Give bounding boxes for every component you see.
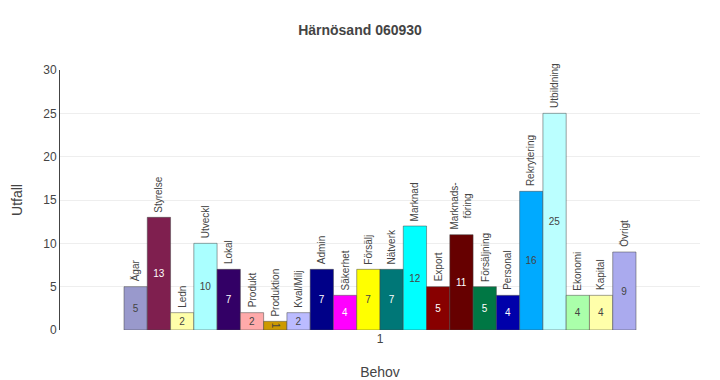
svg-text:Behov: Behov <box>360 364 400 380</box>
svg-text:4: 4 <box>575 307 581 318</box>
svg-text:7: 7 <box>226 294 232 305</box>
svg-text:Personal: Personal <box>502 250 513 289</box>
svg-text:Export: Export <box>433 252 444 281</box>
svg-text:Produktion: Produktion <box>270 269 281 317</box>
svg-text:20: 20 <box>43 150 57 164</box>
svg-text:Övrigt: Övrigt <box>619 220 630 247</box>
svg-text:5: 5 <box>482 303 488 314</box>
svg-text:13: 13 <box>153 268 165 279</box>
svg-text:7: 7 <box>365 294 371 305</box>
svg-text:30: 30 <box>43 63 57 77</box>
svg-text:Marknads-föring: Marknads-föring <box>449 182 473 229</box>
svg-text:1: 1 <box>377 332 384 346</box>
svg-text:4: 4 <box>505 307 511 318</box>
svg-text:7: 7 <box>319 294 325 305</box>
svg-text:1: 1 <box>270 323 281 329</box>
svg-text:5: 5 <box>50 280 57 294</box>
svg-text:5: 5 <box>133 303 139 314</box>
svg-text:Försäljning: Försäljning <box>480 233 491 282</box>
svg-text:Utbildning: Utbildning <box>549 63 560 107</box>
svg-text:Nätverk: Nätverk <box>386 229 397 264</box>
svg-text:10: 10 <box>43 237 57 251</box>
svg-text:2: 2 <box>179 316 185 327</box>
svg-text:9: 9 <box>621 286 627 297</box>
svg-text:4: 4 <box>342 307 348 318</box>
svg-text:Försälj: Försälj <box>363 235 374 265</box>
svg-text:Rekrytering: Rekrytering <box>525 135 536 186</box>
svg-text:Lokal: Lokal <box>223 240 234 264</box>
svg-text:Styrelse: Styrelse <box>153 176 164 213</box>
svg-text:Säkerhet: Säkerhet <box>340 250 351 290</box>
svg-text:7: 7 <box>389 294 395 305</box>
svg-text:Kapital: Kapital <box>595 259 606 290</box>
svg-text:11: 11 <box>456 277 467 288</box>
svg-text:16: 16 <box>525 255 537 266</box>
svg-text:Produkt: Produkt <box>247 272 258 307</box>
svg-text:Ägar: Ägar <box>130 260 141 282</box>
svg-text:10: 10 <box>200 281 212 292</box>
svg-text:0: 0 <box>50 323 57 337</box>
svg-text:4: 4 <box>598 307 604 318</box>
svg-text:Utveckl: Utveckl <box>200 205 211 238</box>
svg-text:25: 25 <box>549 216 561 227</box>
svg-text:Admin: Admin <box>316 236 327 264</box>
svg-text:12: 12 <box>409 273 421 284</box>
svg-text:2: 2 <box>296 316 302 327</box>
svg-text:5: 5 <box>435 303 441 314</box>
svg-text:Kval/Milj: Kval/Milj <box>293 270 304 307</box>
svg-text:2: 2 <box>249 316 255 327</box>
svg-text:Ledn: Ledn <box>177 286 188 308</box>
svg-text:Ekonomi: Ekonomi <box>572 252 583 291</box>
svg-text:Utfall: Utfall <box>9 184 25 216</box>
svg-text:25: 25 <box>43 107 57 121</box>
svg-text:Härnösand 060930: Härnösand 060930 <box>298 22 422 38</box>
svg-text:Marknad: Marknad <box>409 183 420 222</box>
svg-text:15: 15 <box>43 193 57 207</box>
